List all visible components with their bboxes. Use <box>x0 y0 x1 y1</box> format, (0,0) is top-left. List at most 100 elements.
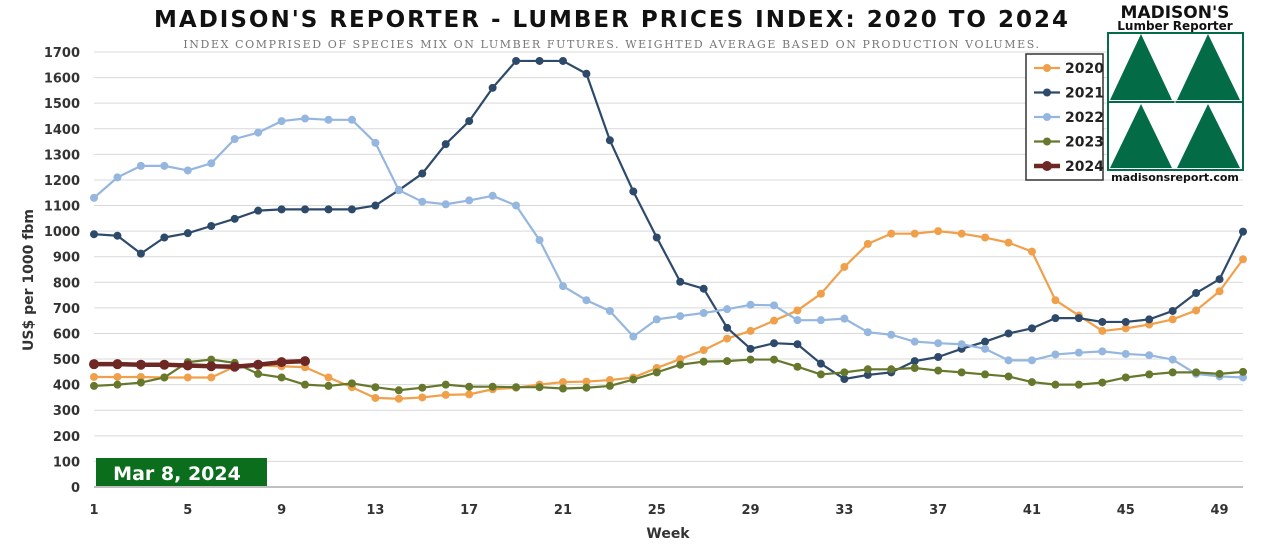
data-point-2021 <box>629 187 638 196</box>
series-2021 <box>90 56 1247 384</box>
data-point-2023 <box>1051 380 1060 389</box>
data-point-2023 <box>441 380 450 389</box>
data-point-2022 <box>863 328 872 337</box>
data-point-2023 <box>1239 367 1247 376</box>
y-tick-label: 400 <box>53 379 80 394</box>
series-2023 <box>90 355 1247 395</box>
data-point-2022 <box>230 135 239 143</box>
data-point-2022 <box>723 305 732 314</box>
data-point-2021 <box>816 359 825 368</box>
data-point-2023 <box>676 360 685 369</box>
data-point-2023 <box>1192 368 1201 377</box>
data-point-2020 <box>582 377 591 386</box>
data-point-2021 <box>465 117 474 126</box>
data-point-2022 <box>793 316 802 325</box>
data-point-2021 <box>277 205 286 214</box>
data-point-2021 <box>699 284 708 293</box>
data-point-2022 <box>1051 350 1060 359</box>
data-point-2022 <box>535 236 544 245</box>
data-point-2021 <box>1051 314 1060 323</box>
data-point-2023 <box>324 381 333 390</box>
data-point-2021 <box>981 337 990 346</box>
data-point-2023 <box>1027 378 1036 387</box>
series-2020 <box>90 227 1247 403</box>
data-point-2020 <box>324 373 333 382</box>
data-point-2021 <box>676 277 685 286</box>
data-point-2021 <box>535 56 544 65</box>
data-point-2021 <box>207 222 216 230</box>
data-point-2023 <box>934 366 943 375</box>
data-point-2024 <box>112 359 123 370</box>
data-point-2024 <box>159 359 170 370</box>
data-point-2023 <box>957 368 966 377</box>
data-point-2020 <box>1027 247 1036 256</box>
data-point-2024 <box>229 361 240 372</box>
data-point-2021 <box>1074 314 1083 323</box>
date-annotation-box <box>96 458 267 486</box>
data-point-2024 <box>300 356 311 367</box>
data-point-2024 <box>276 357 287 368</box>
data-point-2022 <box>371 138 380 147</box>
data-point-2021 <box>1215 275 1224 284</box>
y-tick-label: 500 <box>53 353 80 368</box>
data-point-2020 <box>418 393 427 402</box>
data-point-2022 <box>1004 356 1013 365</box>
data-point-2020 <box>840 262 849 271</box>
data-point-2020 <box>676 355 685 364</box>
legend-label: 2020 <box>1065 61 1104 77</box>
y-tick-label: 700 <box>53 302 80 317</box>
data-point-2021 <box>441 140 450 149</box>
data-point-2020 <box>746 326 755 335</box>
data-point-2022 <box>558 282 567 291</box>
legend-label: 2021 <box>1065 86 1104 102</box>
data-point-2022 <box>136 161 145 170</box>
data-point-2022 <box>347 115 356 124</box>
data-point-2023 <box>1215 369 1224 378</box>
x-axis-ticks: 1 5 9 13 17 21 25 29 33 37 41 45 49 <box>89 503 1228 518</box>
data-point-2022 <box>746 300 755 309</box>
x-tick-label: 13 <box>366 503 384 518</box>
legend: 2020 2021 2022 2023 2024 <box>1025 53 1104 181</box>
data-point-2022 <box>629 332 638 341</box>
data-point-2023 <box>160 373 169 382</box>
data-point-2022 <box>1027 356 1036 365</box>
y-tick-label: 300 <box>53 404 80 419</box>
data-point-2021 <box>1121 317 1130 326</box>
data-point-2023 <box>301 380 310 389</box>
data-point-2022 <box>770 301 779 310</box>
data-point-2022 <box>254 128 263 137</box>
y-tick-label: 1500 <box>44 97 80 112</box>
data-point-2020 <box>465 390 474 399</box>
legend-label: 2024 <box>1065 159 1104 175</box>
y-tick-label: 1400 <box>44 123 80 138</box>
logo-url: madisonsreport.com <box>1111 171 1239 184</box>
data-point-2022 <box>160 161 169 170</box>
y-axis-ticks: 0 100 200 300 400 500 600 700 800 900 1000 1100 1200… <box>44 46 80 496</box>
data-point-2021 <box>371 201 380 210</box>
data-point-2020 <box>981 233 990 242</box>
data-point-2023 <box>1098 378 1107 387</box>
madisons-logo: MADISON'S Lumber Reporter madisonsreport… <box>1107 3 1244 184</box>
data-point-2023 <box>652 368 661 377</box>
data-point-2020 <box>441 390 450 399</box>
data-point-2023 <box>699 357 708 366</box>
data-point-2020 <box>934 227 943 236</box>
data-point-2022 <box>910 337 919 346</box>
y-axis-label: US$ per 1000 fbm <box>21 209 37 351</box>
data-point-2021 <box>160 233 169 242</box>
data-point-2022 <box>699 309 708 317</box>
data-point-2022 <box>301 114 310 123</box>
data-point-2020 <box>957 229 966 238</box>
data-point-2023 <box>746 355 755 364</box>
data-point-2023 <box>770 355 779 364</box>
data-point-2023 <box>90 381 98 390</box>
data-point-2024 <box>182 360 193 371</box>
y-tick-label: 1300 <box>44 148 80 163</box>
data-point-2021 <box>723 323 732 332</box>
data-point-2020 <box>1004 238 1013 247</box>
data-point-2021 <box>1239 227 1247 236</box>
data-point-2023 <box>347 379 356 388</box>
data-point-2020 <box>863 239 872 248</box>
data-point-2020 <box>136 372 145 381</box>
data-point-2020 <box>394 394 403 403</box>
